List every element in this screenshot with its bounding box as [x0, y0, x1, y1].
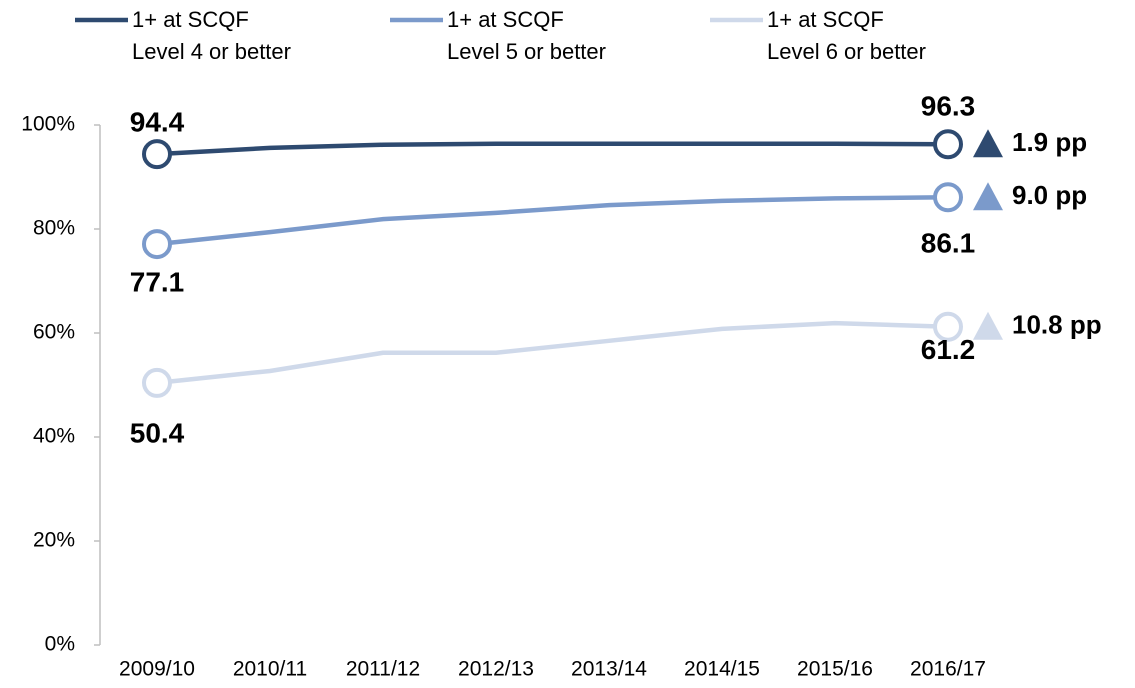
change-label: 1.9 pp	[1012, 127, 1087, 157]
legend-label: 1+ at SCQF Level 5 or better	[447, 7, 606, 64]
point-marker	[933, 182, 963, 213]
change-triangle	[973, 311, 1003, 340]
x-tick-label: 2013/14	[571, 658, 647, 681]
point-marker	[142, 139, 172, 170]
x-tick-label: 2011/12	[346, 658, 420, 681]
data-label: 96.3	[921, 91, 976, 122]
x-tick-label: 2016/17	[910, 658, 986, 681]
change-triangle	[973, 129, 1003, 158]
data-label: 94.4	[130, 107, 185, 138]
x-tick-label: 2009/10	[119, 658, 195, 681]
x-tick-label: 2010/11	[233, 658, 307, 681]
y-tick-label: 20%	[33, 529, 75, 552]
point-marker	[142, 229, 172, 260]
x-tick-label: 2014/15	[684, 658, 760, 681]
data-label: 86.1	[921, 228, 976, 259]
change-label: 9.0 pp	[1012, 180, 1087, 210]
data-label: 77.1	[130, 266, 185, 297]
data-label: 61.2	[921, 334, 976, 365]
x-tick-label: 2015/16	[797, 658, 873, 681]
point-marker	[142, 367, 172, 398]
y-tick-label: 0%	[45, 633, 75, 656]
data-label: 50.4	[130, 417, 185, 448]
point-marker	[933, 311, 963, 342]
y-tick-label: 60%	[33, 321, 75, 344]
y-tick-label: 100%	[21, 113, 75, 136]
legend-label: 1+ at SCQF Level 6 or better	[767, 7, 926, 64]
y-tick-label: 40%	[33, 425, 75, 448]
x-tick-label: 2012/13	[458, 658, 534, 681]
series-line	[156, 320, 949, 386]
change-label: 10.8 pp	[1012, 310, 1102, 340]
change-triangle	[973, 182, 1003, 211]
legend-label: 1+ at SCQF Level 4 or better	[132, 7, 291, 64]
series-line	[156, 195, 949, 247]
series-line	[156, 141, 949, 157]
point-marker	[933, 129, 963, 160]
y-tick-label: 80%	[33, 217, 75, 240]
